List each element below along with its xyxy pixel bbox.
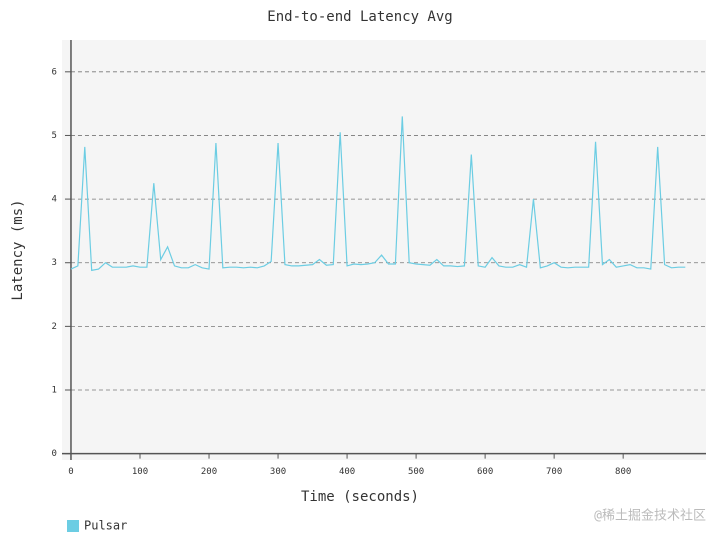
y-tick-label: 0	[52, 449, 57, 459]
y-axis-label: Latency (ms)	[10, 199, 26, 300]
chart-title: End-to-end Latency Avg	[267, 9, 452, 25]
x-tick-label: 100	[132, 467, 148, 477]
x-tick-label: 400	[339, 467, 355, 477]
y-tick-label: 1	[52, 386, 57, 396]
y-tick-label: 3	[52, 258, 57, 268]
plot-background	[62, 40, 706, 460]
y-tick-label: 6	[52, 67, 57, 77]
x-tick-label: 300	[270, 467, 286, 477]
legend-swatch	[67, 520, 79, 532]
y-tick-label: 4	[52, 195, 57, 205]
x-tick-label: 600	[477, 467, 493, 477]
x-tick-label: 800	[615, 467, 631, 477]
x-tick-label: 0	[68, 467, 73, 477]
series-line	[70, 116, 686, 272]
x-tick-label: 500	[408, 467, 424, 477]
x-tick-label: 700	[546, 467, 562, 477]
y-tick-label: 5	[52, 131, 57, 141]
watermark: @稀土掘金技术社区	[594, 508, 706, 524]
legend-label: Pulsar	[84, 519, 127, 533]
y-tick-label: 2	[52, 322, 57, 332]
x-tick-label: 200	[201, 467, 217, 477]
x-axis-label: Time (seconds)	[301, 489, 419, 505]
